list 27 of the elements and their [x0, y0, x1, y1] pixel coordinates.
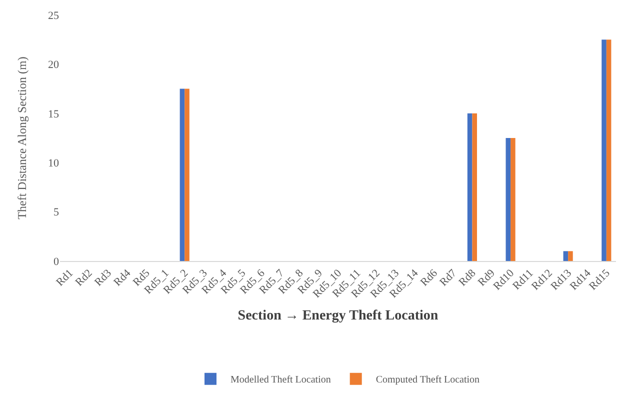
bar	[606, 40, 612, 261]
x-tick-label: Rd3	[92, 266, 114, 289]
bar	[472, 113, 477, 261]
y-axis-title: Theft Distance Along Section (m)	[15, 56, 29, 220]
legend-label: Modelled Theft Location	[230, 374, 331, 386]
bar	[184, 88, 190, 261]
bar	[602, 40, 606, 261]
y-tick-label: 20	[48, 59, 60, 72]
x-tick-label: Rd7	[438, 266, 460, 289]
legend-label: Computed Theft Location	[376, 374, 480, 386]
x-tick-label: Rd6	[418, 266, 440, 289]
y-tick-label: 25	[48, 10, 60, 22]
y-tick-label: 0	[54, 256, 60, 268]
y-tick-label: 5	[54, 206, 60, 219]
bar	[506, 138, 511, 261]
bar	[563, 251, 568, 261]
x-tick-label: Rd2	[73, 267, 95, 289]
bar	[467, 113, 472, 261]
x-tick-label: Rd4	[112, 266, 134, 289]
x-axis-title: Section → Energy Theft Location	[238, 308, 438, 324]
bar	[180, 88, 185, 261]
bar	[568, 251, 573, 261]
x-tick-label: Rd1	[54, 267, 76, 289]
y-tick-label: 10	[48, 157, 60, 170]
y-tick-label: 15	[48, 108, 60, 120]
x-tick-label: Rd8	[456, 266, 479, 289]
bar	[510, 138, 516, 261]
